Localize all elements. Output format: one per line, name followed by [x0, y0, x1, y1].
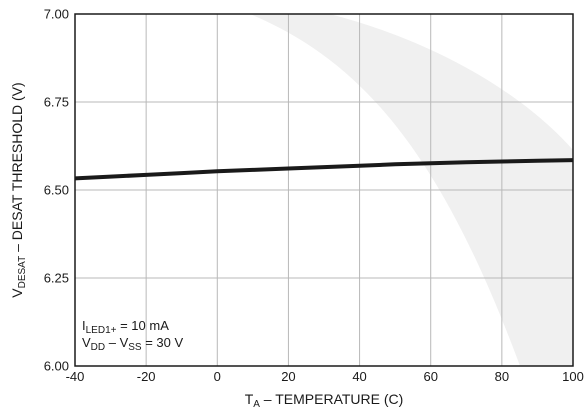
y-tick-label: 6.75: [44, 95, 69, 110]
y-axis-label: VDESAT – DESAT THRESHOLD (V): [9, 82, 28, 297]
y-tick-labels: 6.00 6.25 6.50 6.75 7.00: [44, 7, 69, 374]
plot-border: [74, 13, 574, 367]
x-tick-label: -20: [137, 369, 156, 384]
x-axis-label: TA – TEMPERATURE (C): [245, 391, 404, 410]
annotation-line-1: VDD – VSS = 30 V: [82, 335, 183, 353]
series-layer: [74, 158, 574, 181]
x-tick-label: 100: [562, 369, 584, 384]
x-tick-label: 60: [423, 369, 437, 384]
y-tick-label: 6.25: [44, 271, 69, 286]
grid-lines: [74, 13, 574, 367]
plot-frame: [74, 13, 574, 367]
y-tick-label: 7.00: [44, 7, 69, 22]
series-line-0: [74, 158, 574, 181]
x-tick-label: -40: [66, 369, 85, 384]
x-tick-label: 0: [214, 369, 221, 384]
y-tick-label: 6.50: [44, 183, 69, 198]
x-tick-label: 40: [352, 369, 366, 384]
x-tick-labels: -40 -20 0 20 40 60 80 100: [66, 369, 584, 384]
y-tick-label: 6.00: [44, 359, 69, 374]
annotation-line-0: ILED1+ = 10 mA: [82, 318, 169, 336]
x-tick-label: 20: [281, 369, 295, 384]
x-tick-label: 80: [495, 369, 509, 384]
